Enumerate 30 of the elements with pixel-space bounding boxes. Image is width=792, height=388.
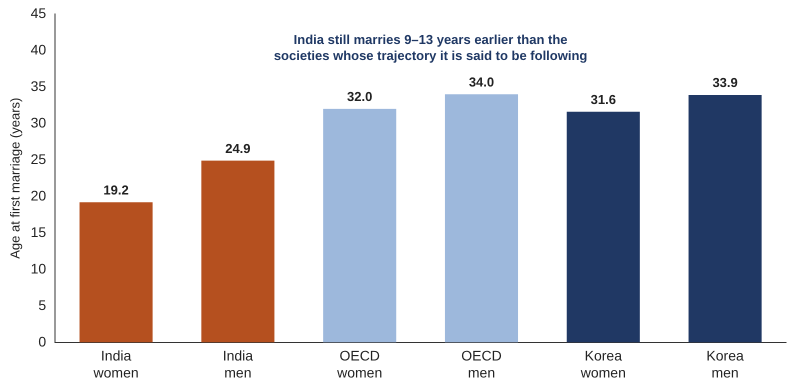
data-label: 32.0 (347, 88, 372, 104)
y-tick-label: 35 (30, 78, 46, 94)
x-tick-label: India women (92, 348, 139, 380)
y-tick-label: 0 (38, 333, 46, 350)
x-tick-label: Korea men (706, 348, 744, 380)
text: India still marries 9–13 years earlier than the societies whose trajectory it is said to be following (274, 32, 588, 64)
bar (688, 95, 762, 342)
x-tick-label: OECD men (461, 348, 502, 380)
data-label: 24.9 (225, 140, 251, 156)
y-tick-label: 45 (30, 4, 46, 21)
y-tick-label: 25 (30, 150, 46, 167)
bar (566, 112, 640, 342)
data-label: 19.2 (103, 182, 129, 198)
x-tick-label: India men (222, 348, 254, 380)
y-axis-title: Age at first marriage (years) (7, 98, 22, 259)
y-tick-label: 40 (30, 41, 46, 58)
bar (323, 108, 396, 342)
bar (201, 160, 274, 342)
data-label: 34.0 (468, 74, 494, 90)
bar (80, 202, 153, 342)
x-tick-label: Korea women (580, 348, 626, 380)
y-tick-label: 20 (30, 187, 46, 204)
bar (444, 94, 518, 342)
y-tick-label: 10 (30, 260, 46, 276)
x-tick-label: OECD women (336, 348, 382, 380)
data-label: 33.9 (712, 75, 738, 90)
y-tick-label: 5 (38, 296, 46, 313)
y-tick-label: 30 (30, 114, 46, 130)
data-label: 31.6 (590, 92, 616, 107)
y-tick-label: 15 (30, 224, 46, 240)
